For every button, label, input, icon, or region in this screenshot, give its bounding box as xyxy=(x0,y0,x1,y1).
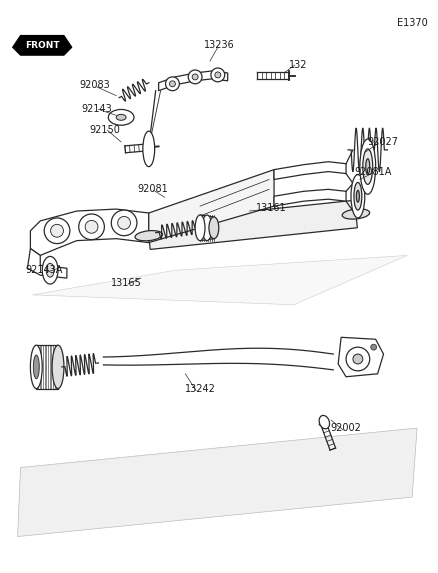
Polygon shape xyxy=(36,345,58,388)
Text: 92027: 92027 xyxy=(367,137,398,147)
Circle shape xyxy=(353,354,363,364)
Ellipse shape xyxy=(52,345,64,388)
Polygon shape xyxy=(149,170,274,242)
Ellipse shape xyxy=(33,355,39,379)
Circle shape xyxy=(51,225,64,237)
Text: 13242: 13242 xyxy=(185,383,215,394)
Text: 92143A: 92143A xyxy=(25,265,63,275)
Circle shape xyxy=(192,74,198,80)
Ellipse shape xyxy=(319,415,329,429)
Circle shape xyxy=(166,77,179,91)
Polygon shape xyxy=(274,189,346,206)
Circle shape xyxy=(211,68,225,82)
Ellipse shape xyxy=(135,230,162,241)
Circle shape xyxy=(215,72,221,78)
Polygon shape xyxy=(18,428,417,536)
Text: 92143: 92143 xyxy=(81,104,112,115)
Circle shape xyxy=(170,81,175,87)
Circle shape xyxy=(85,221,98,233)
Text: 92150: 92150 xyxy=(89,125,120,135)
Ellipse shape xyxy=(354,182,362,210)
Ellipse shape xyxy=(30,345,42,388)
Circle shape xyxy=(44,218,70,244)
Circle shape xyxy=(79,214,104,240)
Ellipse shape xyxy=(116,115,126,120)
Text: 92002: 92002 xyxy=(331,423,361,433)
Text: 132: 132 xyxy=(290,60,308,70)
Ellipse shape xyxy=(357,190,359,202)
Ellipse shape xyxy=(209,217,219,239)
Text: 13165: 13165 xyxy=(111,278,141,288)
Polygon shape xyxy=(159,71,228,91)
Text: E1370: E1370 xyxy=(397,18,428,28)
Polygon shape xyxy=(13,44,21,51)
Text: 13161: 13161 xyxy=(256,203,286,213)
Polygon shape xyxy=(274,162,346,179)
Circle shape xyxy=(346,347,370,371)
Polygon shape xyxy=(13,36,72,55)
Polygon shape xyxy=(147,201,357,249)
Ellipse shape xyxy=(360,139,376,194)
Ellipse shape xyxy=(342,209,370,219)
Text: 92081A: 92081A xyxy=(354,167,392,176)
Ellipse shape xyxy=(202,215,212,241)
Ellipse shape xyxy=(42,256,58,284)
Ellipse shape xyxy=(366,159,370,175)
Ellipse shape xyxy=(363,149,373,185)
Polygon shape xyxy=(32,256,407,305)
Ellipse shape xyxy=(351,175,365,218)
Circle shape xyxy=(188,70,202,84)
Ellipse shape xyxy=(143,131,155,167)
Polygon shape xyxy=(200,215,214,241)
Polygon shape xyxy=(338,337,384,377)
Circle shape xyxy=(371,344,377,350)
Text: 92081: 92081 xyxy=(138,185,168,194)
Ellipse shape xyxy=(108,109,134,125)
Text: 13236: 13236 xyxy=(205,40,235,50)
Circle shape xyxy=(111,210,137,236)
Text: FRONT: FRONT xyxy=(25,41,60,50)
Text: 92083: 92083 xyxy=(79,80,110,90)
Ellipse shape xyxy=(46,264,54,277)
Polygon shape xyxy=(30,209,149,256)
Circle shape xyxy=(118,217,131,229)
Ellipse shape xyxy=(195,215,205,241)
Polygon shape xyxy=(28,249,67,278)
